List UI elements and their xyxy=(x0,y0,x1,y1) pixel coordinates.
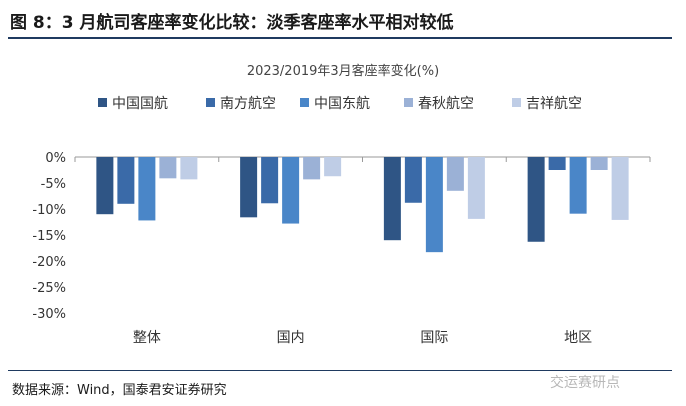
bar-chart: 2023/2019年3月客座率变化(%) 中国国航 南方航空 中国东航 春秋航空 吉祥航… xyxy=(32,63,651,346)
figure-title: 图 8：3 月航司客座率变化比较：淡季客座率水平相对较低 xyxy=(10,13,454,33)
y-tick-label: 0% xyxy=(45,151,66,166)
legend-label: 吉祥航空 xyxy=(526,96,582,112)
watermark-text: 交运赛研点 xyxy=(550,375,620,391)
bar xyxy=(324,157,342,177)
bar xyxy=(303,157,321,180)
bar xyxy=(548,157,566,170)
bar xyxy=(180,157,198,180)
source-rule xyxy=(8,370,672,371)
bar xyxy=(240,157,258,218)
bar xyxy=(138,157,156,221)
y-tick-label: -15% xyxy=(32,229,66,244)
y-tick-label: -20% xyxy=(32,255,66,270)
legend-swatch xyxy=(98,98,107,107)
bar xyxy=(446,157,464,191)
bar xyxy=(467,157,485,219)
bar xyxy=(117,157,135,204)
source-note: 数据来源：Wind，国泰君安证券研究 xyxy=(12,383,227,398)
bar xyxy=(611,157,629,220)
legend-label: 南方航空 xyxy=(220,96,276,112)
chart-legend: 中国国航 南方航空 中国东航 春秋航空 吉祥航空 xyxy=(98,96,582,112)
bar xyxy=(404,157,422,203)
bar-series xyxy=(96,157,629,253)
x-axis: 整体 国内 国际 地区 xyxy=(133,330,592,346)
legend-label: 中国东航 xyxy=(314,96,370,112)
bar xyxy=(590,157,608,170)
y-tick-label: -30% xyxy=(32,307,66,322)
category-label: 国际 xyxy=(420,330,448,346)
category-label: 整体 xyxy=(133,330,161,346)
chart-title: 2023/2019年3月客座率变化(%) xyxy=(247,63,439,79)
legend-label: 春秋航空 xyxy=(418,96,474,112)
y-tick-label: -25% xyxy=(32,281,66,296)
legend-label: 中国国航 xyxy=(112,96,168,112)
title-rule xyxy=(8,37,672,39)
bar xyxy=(96,157,114,215)
category-label: 地区 xyxy=(564,330,592,346)
bar xyxy=(425,157,443,253)
legend-swatch xyxy=(300,98,309,107)
legend-swatch xyxy=(512,98,521,107)
bar xyxy=(383,157,401,241)
bar xyxy=(282,157,300,224)
y-tick-label: -10% xyxy=(32,203,66,218)
bar xyxy=(527,157,545,242)
legend-swatch xyxy=(206,98,215,107)
bar xyxy=(159,157,177,179)
bar xyxy=(261,157,279,204)
bar xyxy=(569,157,587,214)
y-tick-label: -5% xyxy=(41,177,66,192)
legend-swatch xyxy=(404,98,413,107)
category-label: 国内 xyxy=(277,330,305,346)
